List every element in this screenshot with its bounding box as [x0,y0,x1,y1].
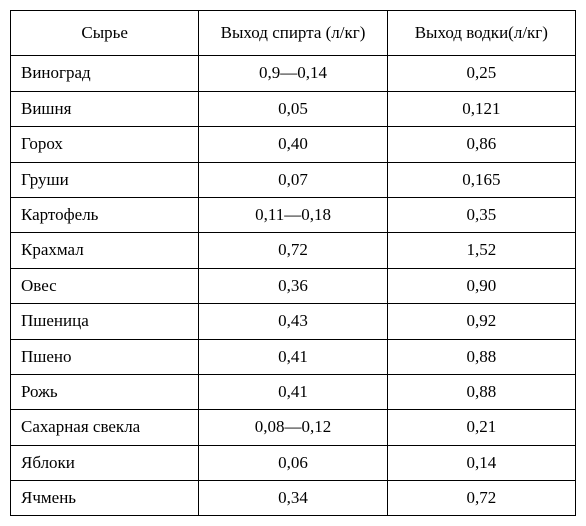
cell-spirit: 0,06 [199,445,387,480]
cell-raw: Груши [11,162,199,197]
table-row: Виноград 0,9—0,14 0,25 [11,56,576,91]
cell-raw: Картофель [11,197,199,232]
cell-raw: Ячмень [11,481,199,516]
table-row: Груши 0,07 0,165 [11,162,576,197]
cell-raw: Горох [11,127,199,162]
cell-vodka: 0,92 [387,304,575,339]
cell-vodka: 0,165 [387,162,575,197]
cell-vodka: 1,52 [387,233,575,268]
table-row: Картофель 0,11—0,18 0,35 [11,197,576,232]
cell-spirit: 0,05 [199,91,387,126]
yield-table: Сырье Выход спирта (л/кг) Выход водки(л/… [10,10,576,516]
cell-raw: Пшеница [11,304,199,339]
table-row: Овес 0,36 0,90 [11,268,576,303]
cell-vodka: 0,35 [387,197,575,232]
table-row: Вишня 0,05 0,121 [11,91,576,126]
table-row: Пшено 0,41 0,88 [11,339,576,374]
cell-raw: Крахмал [11,233,199,268]
cell-spirit: 0,08—0,12 [199,410,387,445]
table-row: Крахмал 0,72 1,52 [11,233,576,268]
cell-raw: Виноград [11,56,199,91]
col-header-raw: Сырье [11,11,199,56]
cell-spirit: 0,41 [199,374,387,409]
table-row: Яблоки 0,06 0,14 [11,445,576,480]
cell-vodka: 0,14 [387,445,575,480]
cell-spirit: 0,11—0,18 [199,197,387,232]
cell-vodka: 0,21 [387,410,575,445]
table-row: Пшеница 0,43 0,92 [11,304,576,339]
cell-spirit: 0,72 [199,233,387,268]
cell-vodka: 0,121 [387,91,575,126]
cell-vodka: 0,90 [387,268,575,303]
cell-spirit: 0,40 [199,127,387,162]
cell-raw: Вишня [11,91,199,126]
col-header-vodka: Выход водки(л/кг) [387,11,575,56]
cell-spirit: 0,9—0,14 [199,56,387,91]
table-row: Рожь 0,41 0,88 [11,374,576,409]
table-row: Горох 0,40 0,86 [11,127,576,162]
cell-spirit: 0,36 [199,268,387,303]
cell-raw: Сахарная свекла [11,410,199,445]
cell-vodka: 0,86 [387,127,575,162]
cell-raw: Овес [11,268,199,303]
header-row: Сырье Выход спирта (л/кг) Выход водки(л/… [11,11,576,56]
cell-spirit: 0,07 [199,162,387,197]
cell-vodka: 0,25 [387,56,575,91]
cell-spirit: 0,34 [199,481,387,516]
cell-vodka: 0,72 [387,481,575,516]
cell-vodka: 0,88 [387,374,575,409]
col-header-spirit: Выход спирта (л/кг) [199,11,387,56]
cell-vodka: 0,88 [387,339,575,374]
cell-raw: Пшено [11,339,199,374]
cell-spirit: 0,41 [199,339,387,374]
cell-raw: Рожь [11,374,199,409]
table-row: Ячмень 0,34 0,72 [11,481,576,516]
table-row: Сахарная свекла 0,08—0,12 0,21 [11,410,576,445]
cell-spirit: 0,43 [199,304,387,339]
cell-raw: Яблоки [11,445,199,480]
